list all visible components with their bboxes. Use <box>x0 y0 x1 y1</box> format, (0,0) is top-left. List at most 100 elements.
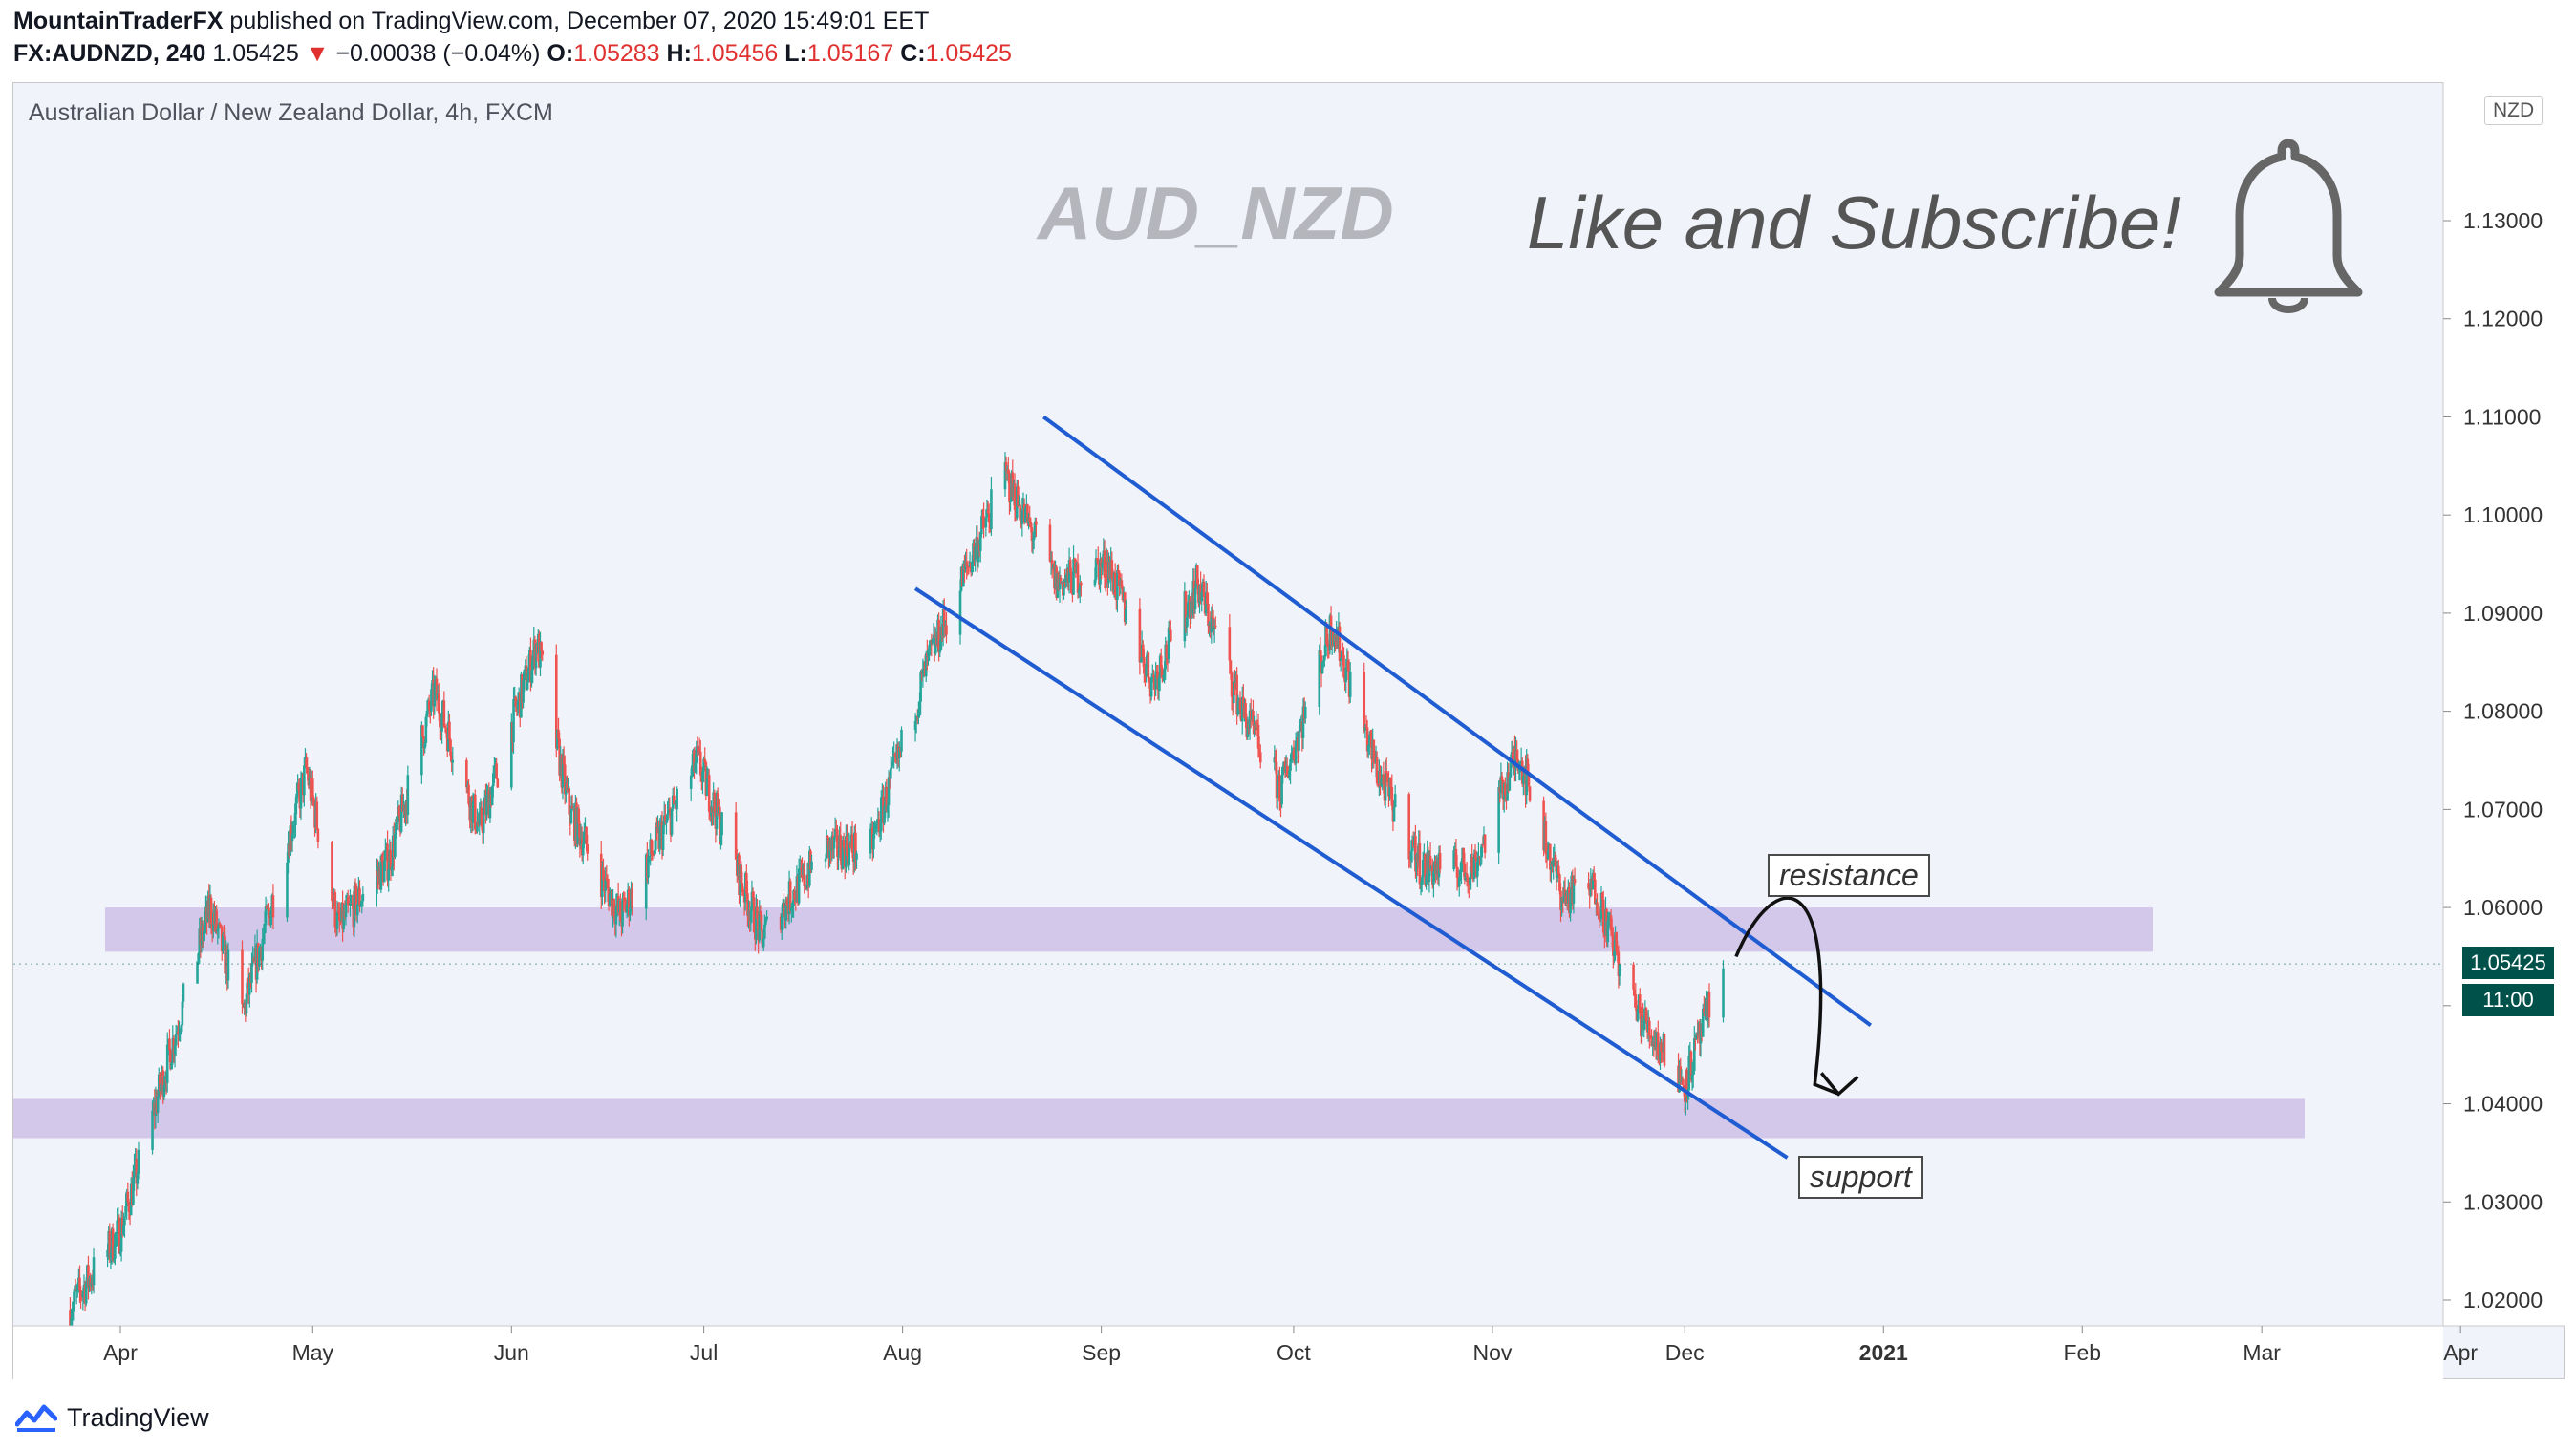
candle-body <box>891 763 893 769</box>
candle-body <box>169 1050 172 1070</box>
candle-body <box>1029 522 1033 528</box>
tradingview-footer[interactable]: TradingView <box>15 1400 209 1435</box>
candle-body <box>1161 668 1164 677</box>
candle-body <box>250 963 253 983</box>
projection-arrowhead <box>1819 1072 1859 1097</box>
candle-body <box>704 762 708 796</box>
candle-body <box>1147 652 1150 678</box>
candle-body <box>72 1301 75 1312</box>
candle-body <box>422 736 425 749</box>
candle-body <box>841 840 845 870</box>
candle-body <box>1365 727 1369 752</box>
price-axis-bg <box>2443 82 2565 1326</box>
candle-body <box>788 881 792 911</box>
author-name[interactable]: MountainTraderFX <box>13 8 224 34</box>
candle-body <box>1648 1020 1651 1036</box>
candle-body <box>1063 582 1065 596</box>
candle-body <box>1059 577 1063 584</box>
candle-body <box>765 916 768 920</box>
x-tick-label: Sep <box>1082 1340 1121 1365</box>
candle-body <box>514 696 518 707</box>
candle-body <box>793 890 796 900</box>
candle-body <box>1320 661 1324 673</box>
candle-body <box>797 868 801 904</box>
candle-body <box>1366 745 1370 752</box>
candle-body <box>1165 644 1169 658</box>
candle-body <box>1103 550 1106 578</box>
candle-body <box>1139 660 1143 663</box>
candle-body <box>1573 879 1577 884</box>
candle-body <box>1526 758 1530 773</box>
candle-body <box>346 897 350 906</box>
close-label: C: <box>900 40 926 67</box>
candle-body <box>423 742 427 749</box>
candle-body <box>1285 765 1289 776</box>
currency-button[interactable]: NZD <box>2484 96 2544 125</box>
candle-body <box>752 897 756 932</box>
candle-body <box>1600 892 1604 900</box>
candle-body <box>1101 562 1105 568</box>
candle-body <box>666 813 669 821</box>
candle-body <box>162 1085 166 1098</box>
candle-body <box>1035 521 1038 525</box>
candle-body <box>1048 524 1052 562</box>
candle-body <box>87 1265 90 1288</box>
candle-body <box>605 877 609 881</box>
candle-body <box>1386 773 1389 782</box>
candle-body <box>1382 774 1385 785</box>
chart-frame[interactable] <box>12 82 2565 1379</box>
close-value: 1.05425 <box>925 40 1012 67</box>
candle-body <box>583 832 586 844</box>
candle-body <box>1691 1071 1695 1075</box>
candle-body <box>606 880 610 889</box>
candle-body <box>846 836 848 856</box>
candle-body <box>1459 871 1462 878</box>
candle-body <box>764 919 767 925</box>
candle-body <box>1346 660 1350 671</box>
candle-body <box>760 914 763 931</box>
candle-body <box>1504 783 1507 796</box>
candle-body <box>180 1025 183 1032</box>
candle-body <box>1023 507 1027 522</box>
candle-body <box>1375 757 1379 784</box>
candle-body <box>1428 855 1432 869</box>
candle-body <box>1419 883 1423 885</box>
candle-body <box>750 891 754 911</box>
candle-body <box>522 680 525 703</box>
candle-body <box>648 855 651 857</box>
candle-body <box>297 783 301 791</box>
candle-body <box>650 839 654 855</box>
publish-info: MountainTraderFX published on TradingVie… <box>13 8 929 35</box>
last-price-badge: 1.05425 <box>2462 947 2554 979</box>
candle-body <box>569 805 573 823</box>
candle-body <box>156 1096 160 1113</box>
candle-body <box>1256 723 1259 725</box>
candle-body <box>834 828 838 830</box>
candle-body <box>132 1177 135 1205</box>
symbol-line: FX:AUDNZD, 240 <box>13 40 206 67</box>
candle-body <box>570 805 574 810</box>
candle-body <box>480 807 483 827</box>
candle-body <box>917 709 920 717</box>
candle-body <box>877 819 881 833</box>
candle-body <box>79 1290 82 1297</box>
candle-body <box>510 722 513 788</box>
candle-body <box>1480 844 1484 858</box>
candle-body <box>1618 964 1621 977</box>
low-value: 1.05167 <box>806 40 894 67</box>
candle-body <box>1663 1033 1666 1066</box>
candle-body <box>918 701 921 710</box>
candle-body <box>337 911 341 921</box>
candle-body <box>386 843 389 881</box>
candle-body <box>1420 877 1424 884</box>
candle-body <box>962 564 965 587</box>
candle-body <box>1457 877 1461 887</box>
y-tick-label: 1.03000 <box>2463 1189 2543 1214</box>
candle-body <box>608 893 612 907</box>
candle-body <box>222 934 225 951</box>
candle-body <box>1230 672 1234 697</box>
candle-body <box>333 892 337 928</box>
candle-body <box>984 517 988 528</box>
candle-body <box>1425 876 1428 885</box>
high-label: H: <box>666 40 692 67</box>
